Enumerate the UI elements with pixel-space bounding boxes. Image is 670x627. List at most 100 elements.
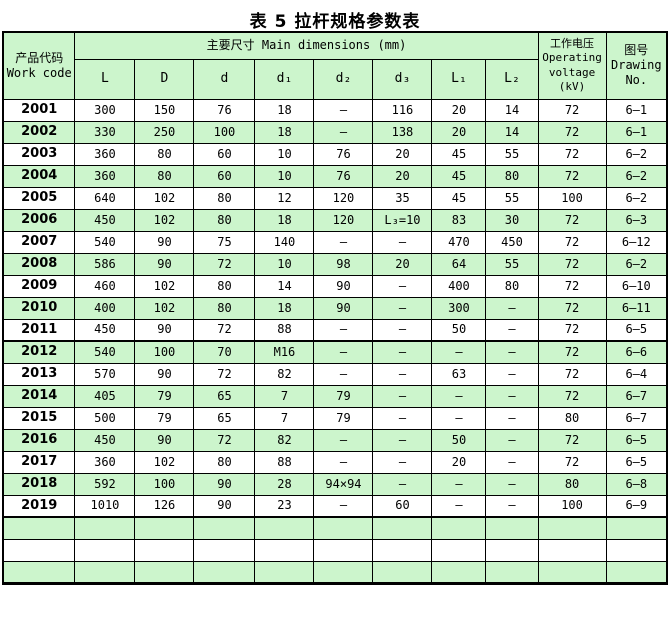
- value-cell: 6—4: [605, 362, 668, 386]
- value-cell: 82: [254, 428, 315, 452]
- value-cell: 102: [134, 450, 195, 474]
- table-row: 2006 450 102 80 18 120 L₃=10 83 30 72 6—3: [2, 208, 668, 232]
- work-code-cell: 2005: [2, 186, 76, 210]
- value-cell: 60: [193, 142, 256, 166]
- value-cell: 330: [74, 120, 136, 144]
- value-cell: 90: [134, 428, 195, 452]
- work-code-cell: 2004: [2, 164, 76, 188]
- value-cell: 72: [537, 428, 607, 452]
- value-cell: 100: [537, 494, 607, 518]
- value-cell: [74, 560, 136, 584]
- value-cell: 88: [254, 450, 315, 474]
- value-cell: [372, 560, 433, 584]
- value-cell: 1010: [74, 494, 136, 518]
- value-cell: 72: [537, 340, 607, 364]
- value-cell: 400: [431, 274, 487, 298]
- value-cell: 80: [537, 406, 607, 430]
- value-cell: 470: [431, 230, 487, 254]
- work-code-cell: 2016: [2, 428, 76, 452]
- table-row: 2005 640 102 80 12 120 35 45 55 100 6—2: [2, 186, 668, 210]
- work-code-cell: 2011: [2, 318, 76, 342]
- work-code-cell: 2007: [2, 230, 76, 254]
- value-cell: 586: [74, 252, 136, 276]
- value-cell: 28: [254, 472, 315, 496]
- value-cell: —: [313, 428, 374, 452]
- value-cell: 12: [254, 186, 315, 210]
- value-cell: —: [372, 406, 433, 430]
- spec-table: 产品代码 Work code 主要尺寸 Main dimensions (mm)…: [1, 31, 669, 585]
- value-cell: [485, 560, 539, 584]
- value-cell: 20: [372, 142, 433, 166]
- value-cell: M16: [254, 340, 315, 364]
- value-cell: 98: [313, 252, 374, 276]
- value-cell: 72: [537, 318, 607, 342]
- header-col-d2: d₂: [313, 58, 374, 100]
- value-cell: [193, 538, 256, 562]
- work-code-cell: 2001: [2, 98, 76, 122]
- value-cell: —: [313, 494, 374, 518]
- work-code-cell: 2003: [2, 142, 76, 166]
- value-cell: —: [431, 340, 487, 364]
- value-cell: [193, 516, 256, 540]
- work-code-cell: 2002: [2, 120, 76, 144]
- table-row: 2011 450 90 72 88— —50—72 6—5: [2, 318, 668, 342]
- value-cell: 102: [134, 274, 195, 298]
- value-cell: 18: [254, 120, 315, 144]
- value-cell: 14: [485, 120, 539, 144]
- work-code-cell: 2006: [2, 208, 76, 232]
- value-cell: 100: [134, 340, 195, 364]
- value-cell: 100: [134, 472, 195, 496]
- value-cell: 94×94: [313, 472, 374, 496]
- value-cell: 50: [431, 318, 487, 342]
- value-cell: 90: [313, 274, 374, 298]
- table-row: 2004 360 80 60 10 76 20 45 80 72 6—2: [2, 164, 668, 188]
- table-row: [2, 538, 668, 562]
- value-cell: 88: [254, 318, 315, 342]
- value-cell: 6—8: [605, 472, 668, 496]
- table-row: 2017 360 102 80 88— —20—72 6—5: [2, 450, 668, 474]
- value-cell: 360: [74, 450, 136, 474]
- value-cell: [537, 516, 607, 540]
- value-cell: 72: [537, 142, 607, 166]
- value-cell: 76: [193, 98, 256, 122]
- value-cell: [134, 560, 195, 584]
- value-cell: 10: [254, 142, 315, 166]
- value-cell: 6—2: [605, 142, 668, 166]
- value-cell: —: [431, 384, 487, 408]
- value-cell: 20: [431, 98, 487, 122]
- table-row: 2015 500 79 65 7 79— — —80 6—7: [2, 406, 668, 430]
- value-cell: 116: [372, 98, 433, 122]
- value-cell: 45: [431, 142, 487, 166]
- value-cell: —: [485, 340, 539, 364]
- value-cell: 10: [254, 252, 315, 276]
- value-cell: 6—12: [605, 230, 668, 254]
- work-code-cell: 2018: [2, 472, 76, 496]
- value-cell: 14: [485, 98, 539, 122]
- value-cell: 90: [134, 230, 195, 254]
- value-cell: 450: [74, 208, 136, 232]
- value-cell: [254, 560, 315, 584]
- value-cell: —: [372, 296, 433, 320]
- value-cell: 7: [254, 406, 315, 430]
- value-cell: 20: [431, 450, 487, 474]
- value-cell: —: [485, 494, 539, 518]
- value-cell: 20: [372, 252, 433, 276]
- value-cell: 450: [74, 318, 136, 342]
- value-cell: 72: [537, 164, 607, 188]
- value-cell: 55: [485, 142, 539, 166]
- value-cell: 30: [485, 208, 539, 232]
- value-cell: 80: [485, 274, 539, 298]
- work-code-cell: 2017: [2, 450, 76, 474]
- value-cell: 18: [254, 208, 315, 232]
- value-cell: 6—5: [605, 450, 668, 474]
- value-cell: 60: [372, 494, 433, 518]
- value-cell: 150: [134, 98, 195, 122]
- work-code-cell: 2009: [2, 274, 76, 298]
- value-cell: 14: [254, 274, 315, 298]
- work-code-cell: [2, 538, 76, 562]
- value-cell: [605, 560, 668, 584]
- value-cell: —: [431, 406, 487, 430]
- value-cell: 70: [193, 340, 256, 364]
- value-cell: 80: [537, 472, 607, 496]
- value-cell: [254, 538, 315, 562]
